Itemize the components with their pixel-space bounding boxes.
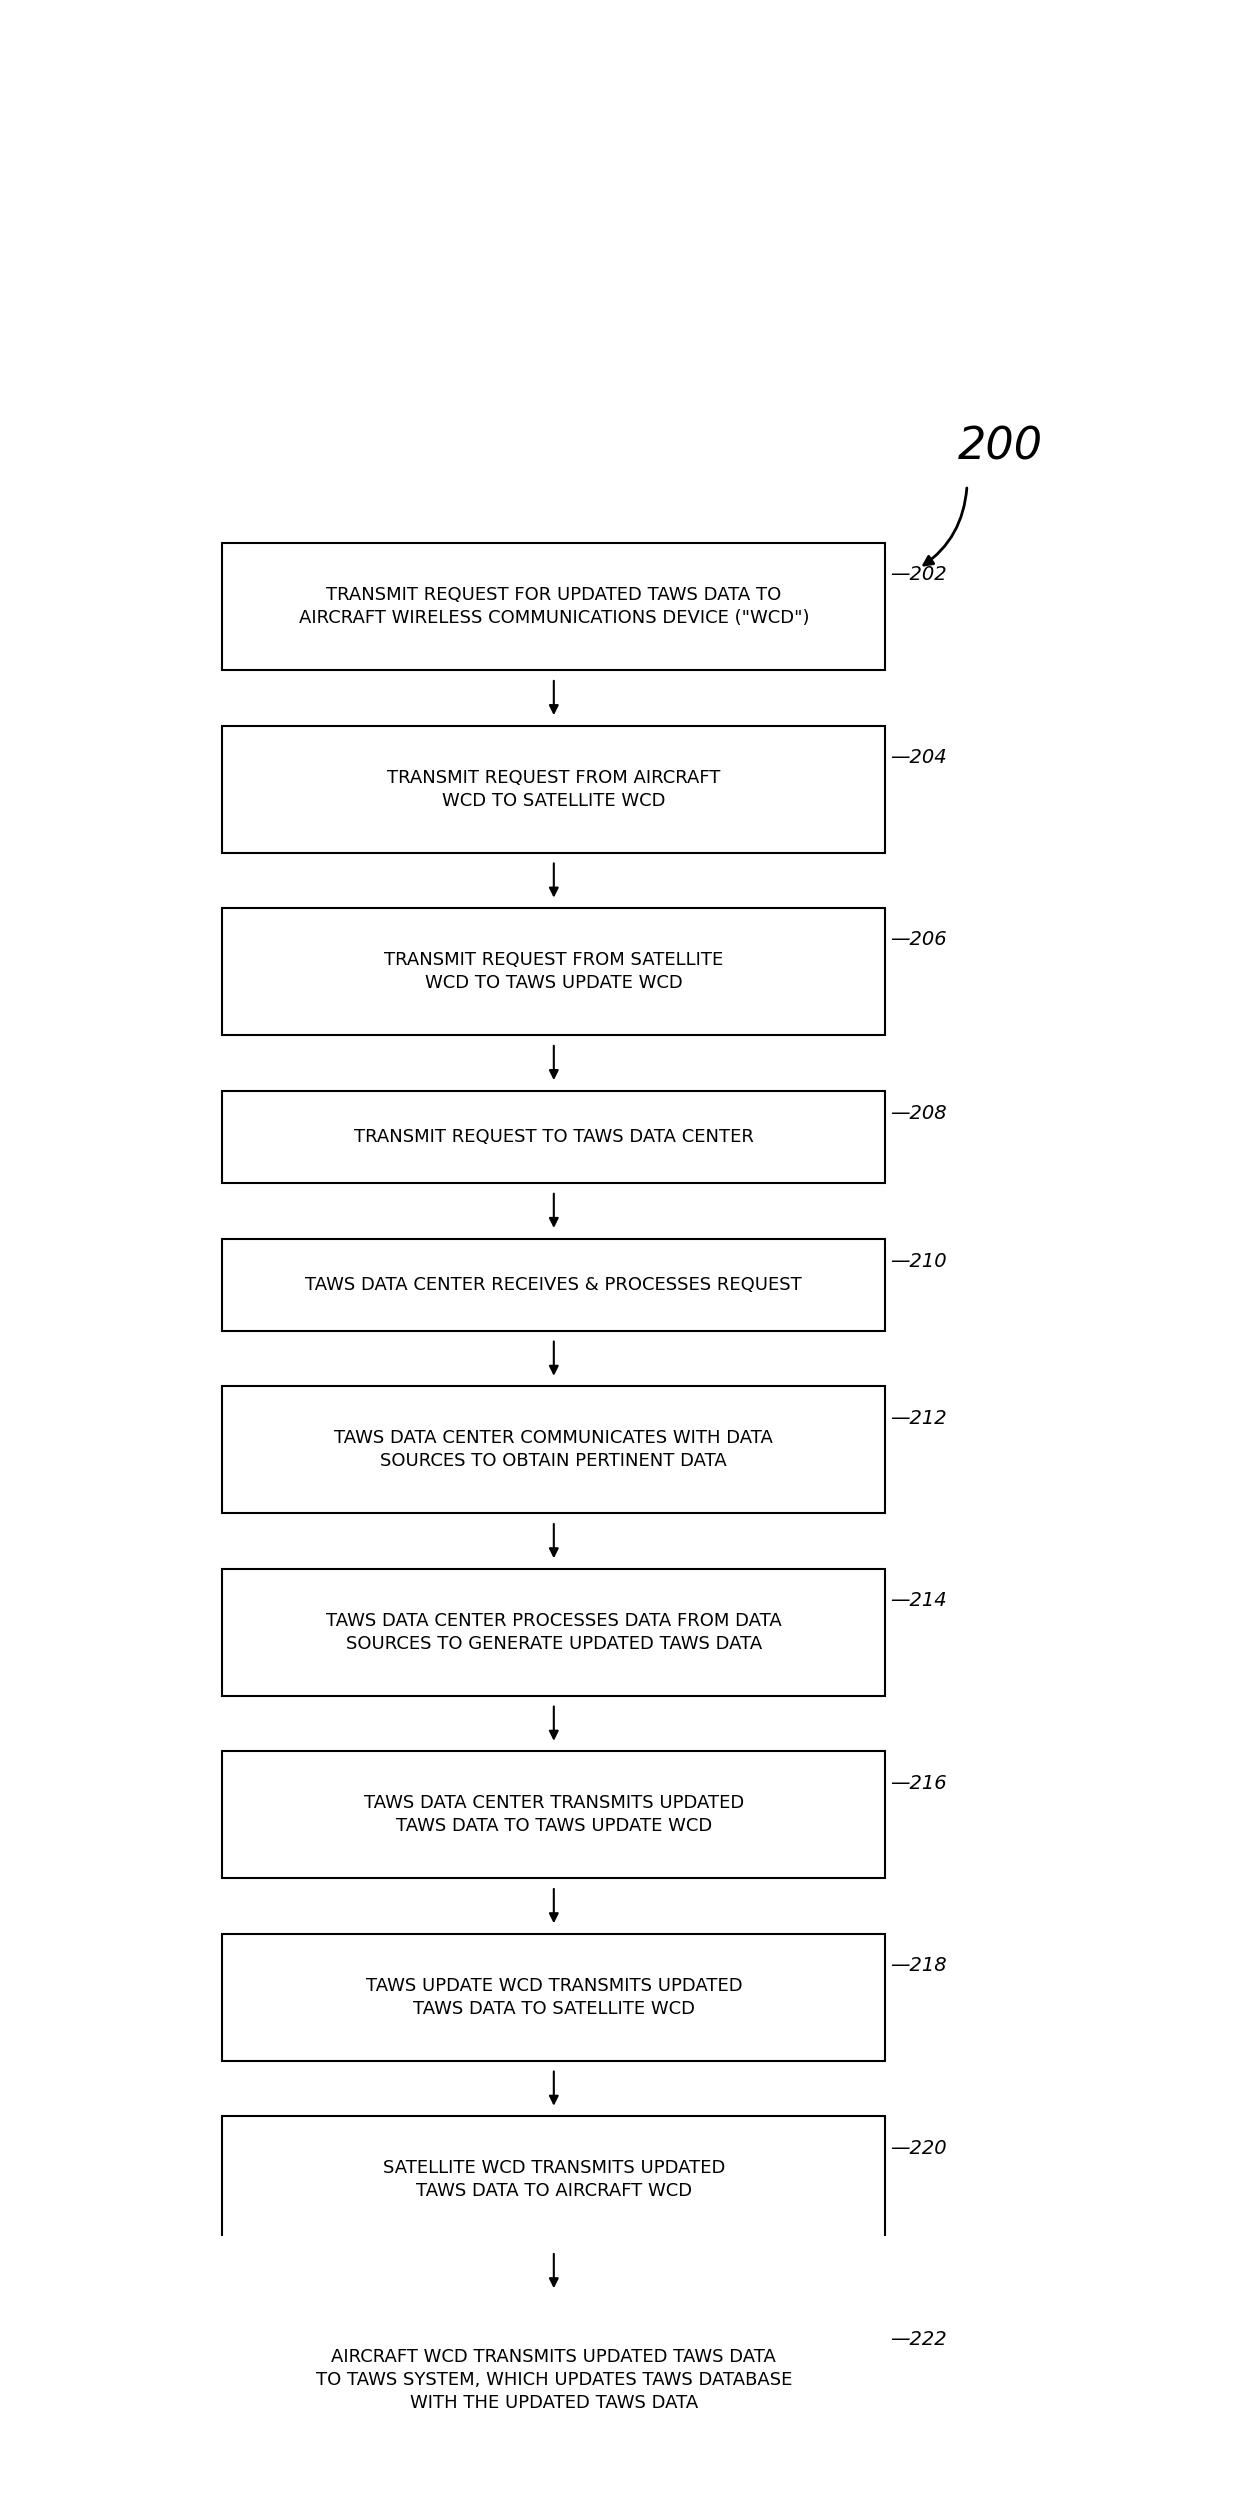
- Text: AIRCRAFT WCD TRANSMITS UPDATED TAWS DATA
TO TAWS SYSTEM, WHICH UPDATES TAWS DATA: AIRCRAFT WCD TRANSMITS UPDATED TAWS DATA…: [316, 2349, 792, 2412]
- Bar: [222, 726, 885, 852]
- Bar: [222, 1387, 885, 1512]
- Bar: [222, 909, 885, 1035]
- Text: TAWS DATA CENTER COMMUNICATES WITH DATA
SOURCES TO OBTAIN PERTINENT DATA: TAWS DATA CENTER COMMUNICATES WITH DATA …: [335, 1429, 774, 1470]
- Bar: [222, 1934, 885, 2060]
- Text: —222: —222: [890, 2329, 947, 2349]
- Text: —204: —204: [890, 749, 947, 766]
- Bar: [222, 543, 885, 671]
- Bar: [222, 1238, 885, 1331]
- Text: TAWS UPDATE WCD TRANSMITS UPDATED
TAWS DATA TO SATELLITE WCD: TAWS UPDATE WCD TRANSMITS UPDATED TAWS D…: [366, 1977, 742, 2017]
- Bar: [222, 2115, 885, 2243]
- Text: TRANSMIT REQUEST FROM SATELLITE
WCD TO TAWS UPDATE WCD: TRANSMIT REQUEST FROM SATELLITE WCD TO T…: [384, 952, 723, 992]
- Text: SATELLITE WCD TRANSMITS UPDATED
TAWS DATA TO AIRCRAFT WCD: SATELLITE WCD TRANSMITS UPDATED TAWS DAT…: [383, 2160, 725, 2201]
- Text: —214: —214: [890, 1590, 947, 1610]
- Text: —206: —206: [890, 929, 947, 950]
- Text: TRANSMIT REQUEST TO TAWS DATA CENTER: TRANSMIT REQUEST TO TAWS DATA CENTER: [353, 1128, 754, 1145]
- Text: —220: —220: [890, 2138, 947, 2158]
- Text: 200: 200: [959, 425, 1043, 467]
- Text: TRANSMIT REQUEST FROM AIRCRAFT
WCD TO SATELLITE WCD: TRANSMIT REQUEST FROM AIRCRAFT WCD TO SA…: [387, 769, 720, 809]
- Text: —210: —210: [890, 1251, 947, 1271]
- Text: —218: —218: [890, 1957, 947, 1974]
- Text: TAWS DATA CENTER RECEIVES & PROCESSES REQUEST: TAWS DATA CENTER RECEIVES & PROCESSES RE…: [305, 1276, 802, 1294]
- Text: TRANSMIT REQUEST FOR UPDATED TAWS DATA TO
AIRCRAFT WIRELESS COMMUNICATIONS DEVIC: TRANSMIT REQUEST FOR UPDATED TAWS DATA T…: [299, 585, 808, 628]
- Text: —212: —212: [890, 1409, 947, 1427]
- Text: TAWS DATA CENTER PROCESSES DATA FROM DATA
SOURCES TO GENERATE UPDATED TAWS DATA: TAWS DATA CENTER PROCESSES DATA FROM DAT…: [326, 1613, 781, 1653]
- Bar: [222, 1570, 885, 1696]
- Text: —208: —208: [890, 1105, 947, 1123]
- Bar: [222, 1090, 885, 1183]
- Bar: [222, 2298, 885, 2462]
- Text: TAWS DATA CENTER TRANSMITS UPDATED
TAWS DATA TO TAWS UPDATE WCD: TAWS DATA CENTER TRANSMITS UPDATED TAWS …: [363, 1794, 744, 1836]
- Bar: [222, 1751, 885, 1879]
- Text: —202: —202: [890, 565, 947, 585]
- Text: —216: —216: [890, 1773, 947, 1794]
